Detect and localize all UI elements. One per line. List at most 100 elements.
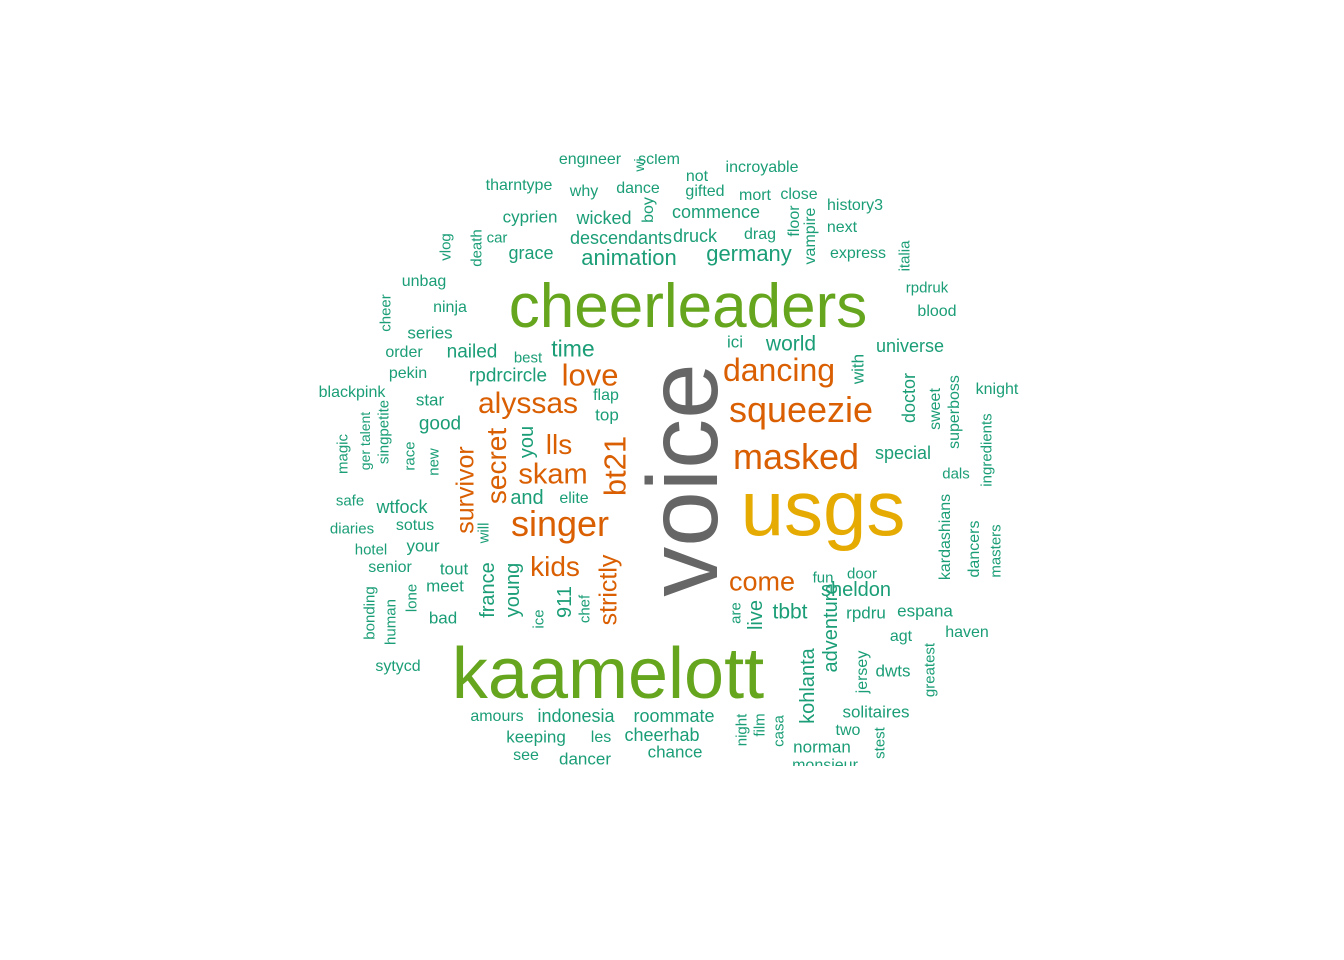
word-amours: amours: [470, 708, 524, 725]
word-haven: haven: [945, 624, 989, 641]
word-dance: dance: [616, 180, 660, 197]
word-cyprien: cyprien: [502, 207, 558, 227]
word-elite: elite: [559, 490, 589, 507]
word-keeping: keeping: [506, 727, 566, 747]
word-doctor: doctor: [899, 372, 919, 424]
word-dancer: dancer: [559, 749, 611, 767]
word-ninja: ninja: [433, 299, 467, 316]
word-new: new: [425, 448, 443, 476]
word-good: good: [418, 413, 462, 435]
word-vlog: vlog: [437, 233, 455, 261]
word-rpdru: rpdru: [846, 603, 886, 623]
word-nailed: nailed: [446, 341, 498, 363]
word-ice: ice: [530, 609, 548, 629]
word-survivor: survivor: [451, 446, 480, 534]
word-blackpink: blackpink: [318, 384, 386, 401]
word-why: why: [569, 183, 599, 200]
word-sweet: sweet: [927, 388, 944, 430]
word-agt: agt: [889, 628, 913, 645]
word-floor: floor: [786, 205, 803, 237]
word-with: with: [848, 353, 868, 385]
word-safe: safe: [335, 492, 365, 510]
word-bt21: bt21: [597, 435, 633, 497]
word-are: are: [727, 602, 745, 624]
word-wtfock: wtfock: [376, 497, 428, 517]
word-boy: boy: [640, 197, 657, 223]
word-time: time: [551, 335, 595, 362]
word-see: see: [513, 747, 539, 764]
word-will: will: [475, 522, 493, 544]
word-fun: fun: [812, 569, 834, 587]
word-france: france: [477, 562, 499, 618]
word-two: two: [835, 722, 861, 739]
word-masters: masters: [987, 524, 1005, 578]
word-live: live: [745, 599, 767, 631]
word-blood: blood: [917, 303, 957, 320]
word-jersey: jersey: [854, 650, 871, 694]
word-superboss: superboss: [946, 375, 963, 449]
word-chance: chance: [647, 742, 703, 762]
word-special: special: [874, 443, 932, 463]
word-close: close: [780, 186, 818, 203]
word-strictly: strictly: [594, 554, 623, 626]
word-next: next: [826, 219, 858, 236]
word-monsieur: monsieur: [792, 757, 858, 767]
word-wicked: wicked: [576, 208, 632, 228]
word-indonesia: indonesia: [537, 706, 615, 726]
word-descendants: descendants: [569, 228, 673, 248]
word-tharntype: tharntype: [485, 177, 553, 194]
word-secret: secret: [481, 427, 512, 505]
word-top: top: [595, 405, 619, 425]
word-pekin: pekin: [388, 365, 428, 382]
word-espana: espana: [897, 601, 953, 621]
word-solitaires: solitaires: [842, 702, 910, 722]
word-casa: casa: [770, 715, 788, 747]
word-germany: germany: [706, 241, 792, 266]
word-druck: druck: [672, 226, 718, 246]
word-your: your: [406, 536, 440, 556]
word-ici: ici: [726, 332, 744, 352]
word-bonding: bonding: [361, 586, 379, 640]
word-singer: singer: [510, 503, 610, 544]
word-lone: lone: [403, 583, 421, 613]
word-young: young: [502, 562, 524, 618]
word-stest: stest: [871, 727, 889, 759]
word-film: film: [751, 713, 769, 737]
word-les: les: [590, 729, 612, 746]
word-dancing: dancing: [722, 352, 836, 388]
word-animation: animation: [581, 245, 677, 270]
word-tbbt: tbbt: [772, 600, 808, 624]
word-hotel: hotel: [354, 541, 388, 559]
word-meet: meet: [426, 576, 464, 596]
word-sclem: sclem: [638, 154, 680, 168]
word-death: death: [468, 229, 486, 267]
word-singpetite: singpetite: [375, 399, 393, 465]
word-kids: kids: [530, 551, 580, 582]
word-magic: magic: [334, 433, 352, 475]
word-door: door: [846, 565, 878, 583]
word-flap: flap: [593, 387, 619, 404]
word-usgs: usgs: [740, 464, 906, 552]
word-lls: lls: [545, 429, 573, 460]
word-vampire: vampire: [802, 207, 819, 265]
word-ger-talent: ger talent: [357, 411, 373, 471]
word-cheer: cheer: [377, 294, 395, 332]
word-mort: mort: [739, 187, 771, 204]
word-human: human: [382, 599, 400, 645]
word-rpdrcircle: rpdrcircle: [468, 365, 548, 387]
word-masked: masked: [732, 436, 860, 477]
word-car: car: [486, 229, 508, 247]
word-alyssas: alyssas: [477, 387, 579, 420]
word-voice: voice: [627, 363, 739, 597]
word-world: world: [765, 332, 817, 356]
word-skam: skam: [518, 458, 588, 491]
word-race: race: [401, 441, 419, 471]
word-tout: tout: [439, 559, 469, 579]
word-gifted: gifted: [685, 183, 725, 200]
word-incroyable: incroyable: [725, 159, 799, 176]
word-love: love: [561, 357, 619, 393]
word-kardashians: kardashians: [937, 493, 954, 581]
word-squeezie: squeezie: [728, 389, 874, 430]
word-sotus: sotus: [395, 517, 435, 534]
